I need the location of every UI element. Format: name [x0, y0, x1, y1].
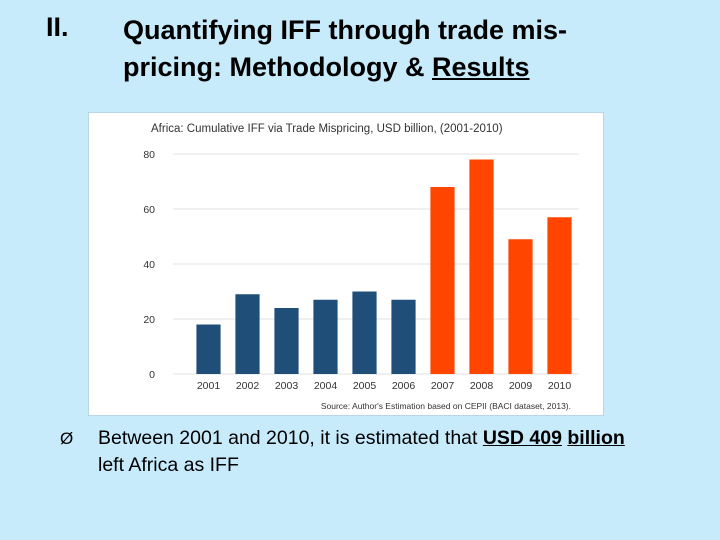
x-tick-label: 2001 [197, 380, 221, 392]
bullet-text-end: left Africa as IFF [98, 454, 239, 476]
x-tick-label: 2002 [236, 380, 260, 392]
title-results-word: Results [431, 52, 530, 82]
y-tick-label: 20 [143, 314, 155, 326]
x-tick-label: 2007 [431, 380, 455, 392]
bar-2008 [469, 159, 494, 374]
bullet-amount: USD 409 [482, 427, 562, 449]
bullet-arrow-icon: Ø [60, 429, 74, 448]
bullet-point: Ø Between 2001 and 2010, it is estimated… [60, 425, 650, 479]
bar-chart: Africa: Cumulative IFF via Trade Mispric… [143, 123, 579, 411]
x-tick-label: 2005 [353, 380, 377, 392]
bullet-text: Between 2001 and 2010, it is estimated t… [98, 425, 650, 479]
bullet-text-start: Between 2001 and 2010, it is estimated t… [98, 427, 483, 449]
x-axis-ticks: 2001 2002 2003 2004 2005 2006 2007 2008 2009 2010 [197, 380, 572, 392]
x-tick-label: 2009 [509, 380, 533, 392]
title-line-1: Quantifying IFF through trade mis- [123, 15, 567, 45]
y-tick-label: 0 [149, 369, 155, 381]
y-tick-label: 60 [143, 204, 155, 216]
x-tick-label: 2006 [392, 380, 416, 392]
bar-2005 [352, 291, 377, 374]
x-tick-label: 2008 [470, 380, 494, 392]
bar-2006 [391, 299, 416, 374]
x-tick-label: 2004 [314, 380, 338, 392]
bar-2009 [508, 239, 533, 374]
y-tick-label: 40 [143, 259, 155, 271]
bar-2002 [235, 294, 260, 374]
bullet-unit: billion [567, 427, 625, 449]
chart-frame: Africa: Cumulative IFF via Trade Mispric… [89, 113, 603, 415]
x-tick-label: 2010 [548, 380, 572, 392]
chart-source: Source: Author's Estimation based on CEP… [321, 401, 571, 411]
y-axis-ticks: 0 20 40 60 80 [143, 149, 155, 381]
title-line-2-text: pricing: Methodology & [123, 52, 432, 82]
chart-bars [196, 159, 572, 374]
x-tick-label: 2003 [275, 380, 299, 392]
bar-2004 [313, 299, 338, 374]
slide-title: Quantifying IFF through trade mis- prici… [123, 12, 643, 86]
chart-title: Africa: Cumulative IFF via Trade Mispric… [151, 123, 503, 135]
bar-2010 [547, 217, 572, 374]
title-line-2: pricing: Methodology & Results [123, 49, 643, 86]
slide-number: II. [46, 12, 69, 42]
y-tick-label: 80 [143, 149, 155, 161]
bar-2003 [274, 308, 299, 374]
bar-2007 [430, 187, 455, 374]
bar-2001 [196, 324, 221, 374]
